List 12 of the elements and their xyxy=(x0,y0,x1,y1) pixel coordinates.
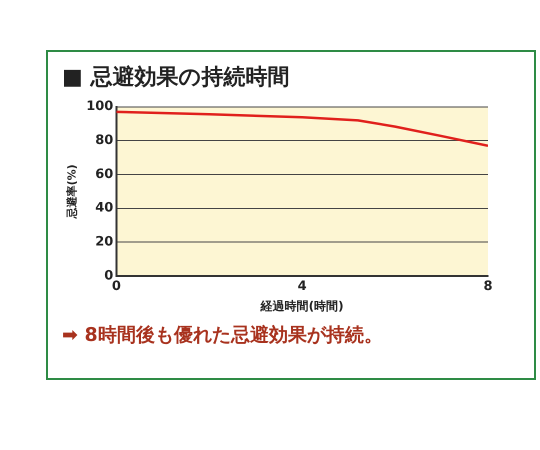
chart-title: ■ 忌避効果の持続時間 xyxy=(62,64,290,92)
x-tick-label: 4 xyxy=(298,279,307,294)
y-tick-label: 80 xyxy=(95,133,114,148)
x-axis-title: 経過時間(時間) xyxy=(260,298,344,313)
y-tick-label: 40 xyxy=(95,200,114,216)
y-tick-label: 100 xyxy=(86,99,114,114)
y-tick-label: 20 xyxy=(95,234,114,250)
y-axis-title: 忌避率(%) xyxy=(65,164,78,220)
y-tick-label: 60 xyxy=(95,166,114,182)
text: ➡ 8時間後も優れた忌避効果が持続。 xyxy=(62,323,384,348)
y-tick-label: 0 xyxy=(104,268,114,284)
x-tick-label: 8 xyxy=(483,279,493,294)
